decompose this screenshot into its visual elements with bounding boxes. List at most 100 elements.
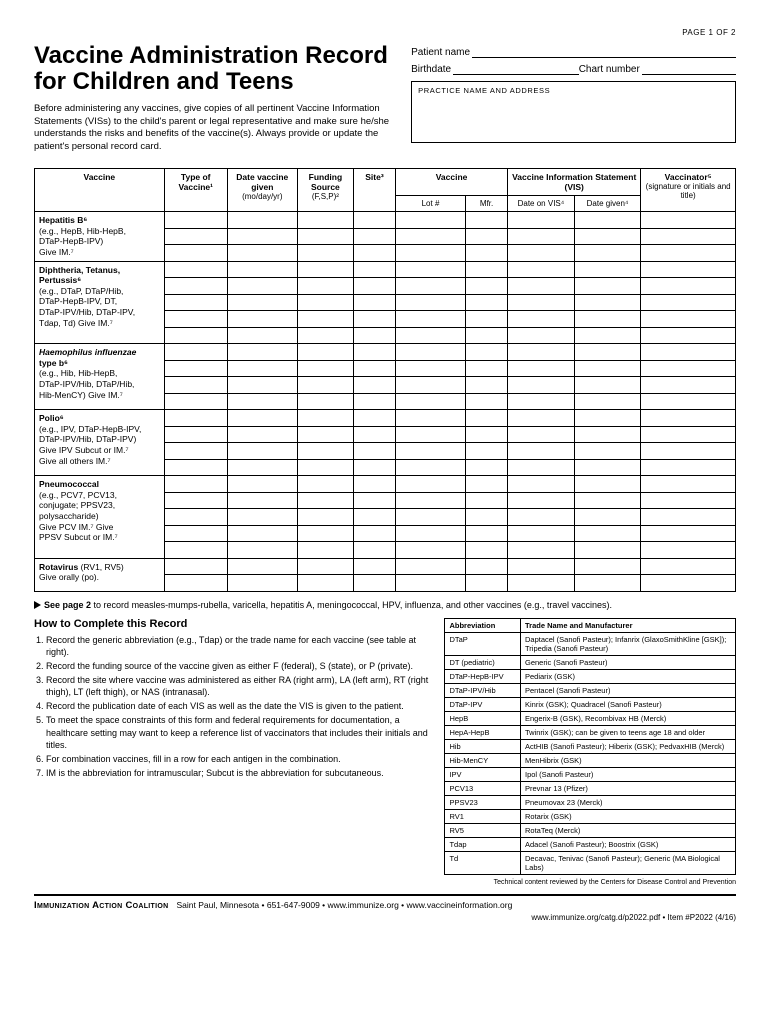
record-cell[interactable]: [466, 459, 508, 476]
record-cell[interactable]: [395, 294, 465, 311]
record-cell[interactable]: [164, 278, 227, 295]
record-cell[interactable]: [574, 525, 641, 542]
record-cell[interactable]: [164, 245, 227, 262]
record-cell[interactable]: [466, 443, 508, 460]
record-cell[interactable]: [297, 311, 353, 328]
record-cell[interactable]: [466, 294, 508, 311]
record-cell[interactable]: [227, 476, 297, 493]
record-cell[interactable]: [395, 426, 465, 443]
record-cell[interactable]: [164, 212, 227, 229]
record-cell[interactable]: [574, 410, 641, 427]
record-cell[interactable]: [164, 575, 227, 592]
record-cell[interactable]: [508, 509, 575, 526]
record-cell[interactable]: [297, 542, 353, 559]
record-cell[interactable]: [395, 509, 465, 526]
record-cell[interactable]: [227, 525, 297, 542]
record-cell[interactable]: [466, 344, 508, 361]
record-cell[interactable]: [227, 294, 297, 311]
record-cell[interactable]: [297, 410, 353, 427]
record-cell[interactable]: [164, 360, 227, 377]
record-cell[interactable]: [395, 261, 465, 278]
record-cell[interactable]: [353, 459, 395, 476]
record-cell[interactable]: [508, 278, 575, 295]
record-cell[interactable]: [164, 228, 227, 245]
record-cell[interactable]: [395, 558, 465, 575]
chart-field[interactable]: [642, 64, 736, 75]
record-cell[interactable]: [395, 344, 465, 361]
record-cell[interactable]: [641, 542, 736, 559]
record-cell[interactable]: [353, 410, 395, 427]
record-cell[interactable]: [297, 294, 353, 311]
record-cell[interactable]: [508, 294, 575, 311]
record-cell[interactable]: [508, 393, 575, 410]
record-cell[interactable]: [641, 344, 736, 361]
record-cell[interactable]: [641, 443, 736, 460]
record-cell[interactable]: [297, 261, 353, 278]
record-cell[interactable]: [164, 377, 227, 394]
record-cell[interactable]: [641, 212, 736, 229]
record-cell[interactable]: [227, 509, 297, 526]
record-cell[interactable]: [508, 228, 575, 245]
record-cell[interactable]: [353, 278, 395, 295]
record-cell[interactable]: [353, 476, 395, 493]
record-cell[interactable]: [574, 294, 641, 311]
record-cell[interactable]: [164, 509, 227, 526]
record-cell[interactable]: [164, 261, 227, 278]
record-cell[interactable]: [395, 377, 465, 394]
record-cell[interactable]: [297, 393, 353, 410]
record-cell[interactable]: [164, 525, 227, 542]
record-cell[interactable]: [641, 393, 736, 410]
record-cell[interactable]: [395, 443, 465, 460]
record-cell[interactable]: [574, 443, 641, 460]
record-cell[interactable]: [574, 542, 641, 559]
record-cell[interactable]: [466, 327, 508, 344]
record-cell[interactable]: [574, 509, 641, 526]
record-cell[interactable]: [466, 426, 508, 443]
record-cell[interactable]: [395, 245, 465, 262]
birthdate-field[interactable]: [453, 64, 579, 75]
record-cell[interactable]: [297, 575, 353, 592]
record-cell[interactable]: [353, 575, 395, 592]
record-cell[interactable]: [574, 228, 641, 245]
record-cell[interactable]: [297, 360, 353, 377]
record-cell[interactable]: [395, 311, 465, 328]
record-cell[interactable]: [466, 575, 508, 592]
record-cell[interactable]: [353, 311, 395, 328]
record-cell[interactable]: [353, 360, 395, 377]
record-cell[interactable]: [164, 393, 227, 410]
record-cell[interactable]: [395, 476, 465, 493]
record-cell[interactable]: [353, 228, 395, 245]
record-cell[interactable]: [353, 542, 395, 559]
record-cell[interactable]: [164, 476, 227, 493]
record-cell[interactable]: [574, 360, 641, 377]
record-cell[interactable]: [164, 327, 227, 344]
record-cell[interactable]: [297, 459, 353, 476]
record-cell[interactable]: [297, 525, 353, 542]
record-cell[interactable]: [297, 228, 353, 245]
record-cell[interactable]: [508, 443, 575, 460]
record-cell[interactable]: [466, 410, 508, 427]
record-cell[interactable]: [508, 377, 575, 394]
record-cell[interactable]: [508, 476, 575, 493]
record-cell[interactable]: [227, 492, 297, 509]
record-cell[interactable]: [641, 509, 736, 526]
record-cell[interactable]: [297, 443, 353, 460]
record-cell[interactable]: [574, 459, 641, 476]
record-cell[interactable]: [641, 558, 736, 575]
record-cell[interactable]: [574, 278, 641, 295]
record-cell[interactable]: [353, 344, 395, 361]
record-cell[interactable]: [641, 228, 736, 245]
record-cell[interactable]: [164, 558, 227, 575]
record-cell[interactable]: [574, 377, 641, 394]
record-cell[interactable]: [641, 410, 736, 427]
record-cell[interactable]: [508, 261, 575, 278]
record-cell[interactable]: [353, 509, 395, 526]
record-cell[interactable]: [227, 410, 297, 427]
record-cell[interactable]: [641, 476, 736, 493]
record-cell[interactable]: [641, 377, 736, 394]
record-cell[interactable]: [508, 492, 575, 509]
record-cell[interactable]: [164, 426, 227, 443]
record-cell[interactable]: [508, 245, 575, 262]
record-cell[interactable]: [574, 245, 641, 262]
record-cell[interactable]: [574, 344, 641, 361]
